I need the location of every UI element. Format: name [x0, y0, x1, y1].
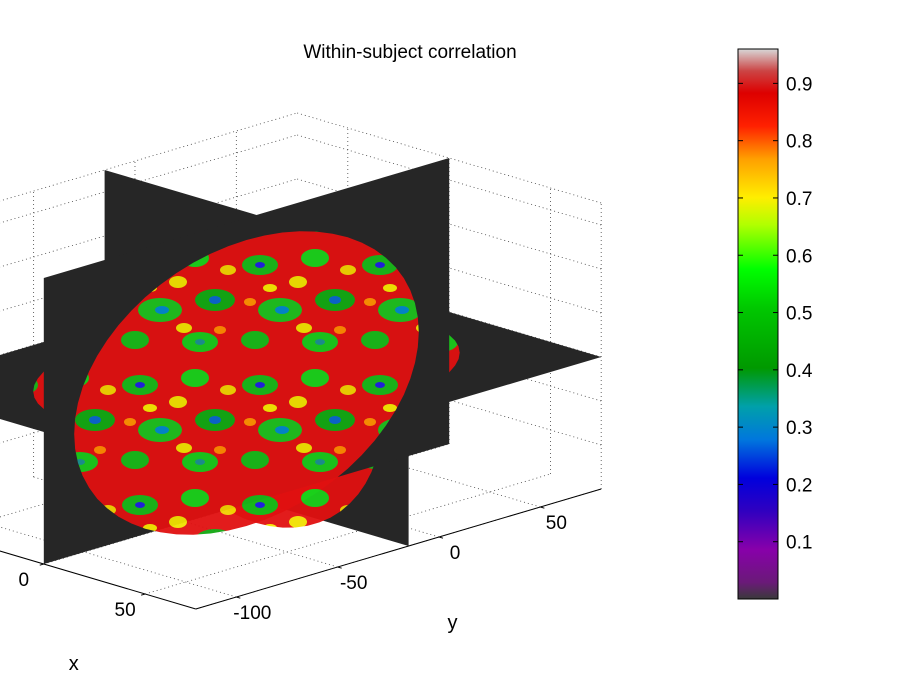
- colorbar-tick-label: 0.9: [786, 74, 812, 95]
- colorbar-tick-label: 0.6: [786, 246, 812, 267]
- colorbar-tick-label: 0.8: [786, 132, 812, 153]
- y-tick-mark: [337, 566, 342, 569]
- y-tick-mark: [236, 596, 241, 599]
- y-axis-line: [195, 488, 602, 610]
- grid-line: [297, 134, 602, 226]
- box-edge: [0, 112, 298, 202]
- x-tick-mark: [140, 593, 146, 596]
- x-tick-label: 0: [18, 570, 29, 591]
- colorbar: 0.1 0.2 0.3 0.4 0.5 0.6 0.7 0.8 0.9: [737, 48, 813, 600]
- y-tick-mark: [540, 506, 545, 509]
- grid-line: [0, 526, 237, 598]
- colorbar-tick-label: 0.7: [786, 189, 812, 210]
- colorbar-ticks: 0.1 0.2 0.3 0.4 0.5 0.6 0.7 0.8 0.9: [738, 74, 813, 554]
- colorbar-tick-label: 0.2: [786, 475, 812, 496]
- colorbar-tick-label: 0.4: [786, 361, 813, 382]
- x-axis-label: x: [69, 653, 79, 675]
- chart-title: Within-subject correlation: [303, 42, 516, 63]
- y-axis-label: y: [447, 612, 457, 634]
- slice-planes: [0, 158, 602, 564]
- x-slice-brain: [74, 231, 419, 535]
- y-tick-label: 50: [546, 513, 567, 534]
- colorbar-tick-label: 0.3: [786, 418, 812, 439]
- y-tick-label: -100: [233, 603, 271, 624]
- colorbar-tick-label: 0.5: [786, 304, 812, 325]
- grid-line: [0, 134, 298, 224]
- grid-line: [144, 473, 551, 595]
- x-tick-mark: [39, 563, 44, 566]
- y-tick-mark: [438, 536, 444, 539]
- colorbar-gradient: [737, 48, 779, 600]
- grid-line: [0, 178, 298, 268]
- box-edge: [297, 112, 602, 204]
- colorbar-tick-label: 0.1: [786, 533, 812, 554]
- y-tick-label: 0: [450, 543, 461, 564]
- y-tick-label: -50: [340, 573, 367, 594]
- x-tick-label: 50: [115, 600, 136, 621]
